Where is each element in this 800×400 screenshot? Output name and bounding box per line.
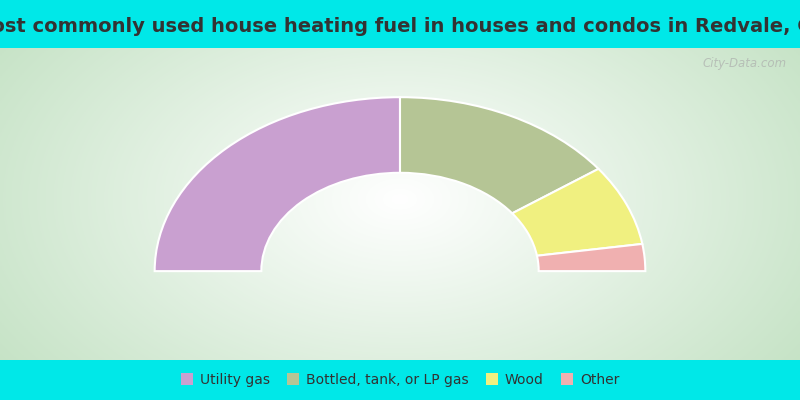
Wedge shape [400, 97, 598, 213]
Text: Most commonly used house heating fuel in houses and condos in Redvale, CO: Most commonly used house heating fuel in… [0, 17, 800, 36]
Wedge shape [512, 169, 642, 256]
Wedge shape [537, 244, 646, 271]
Text: City-Data.com: City-Data.com [702, 58, 786, 70]
Legend: Utility gas, Bottled, tank, or LP gas, Wood, Other: Utility gas, Bottled, tank, or LP gas, W… [175, 368, 625, 392]
Wedge shape [154, 97, 400, 271]
